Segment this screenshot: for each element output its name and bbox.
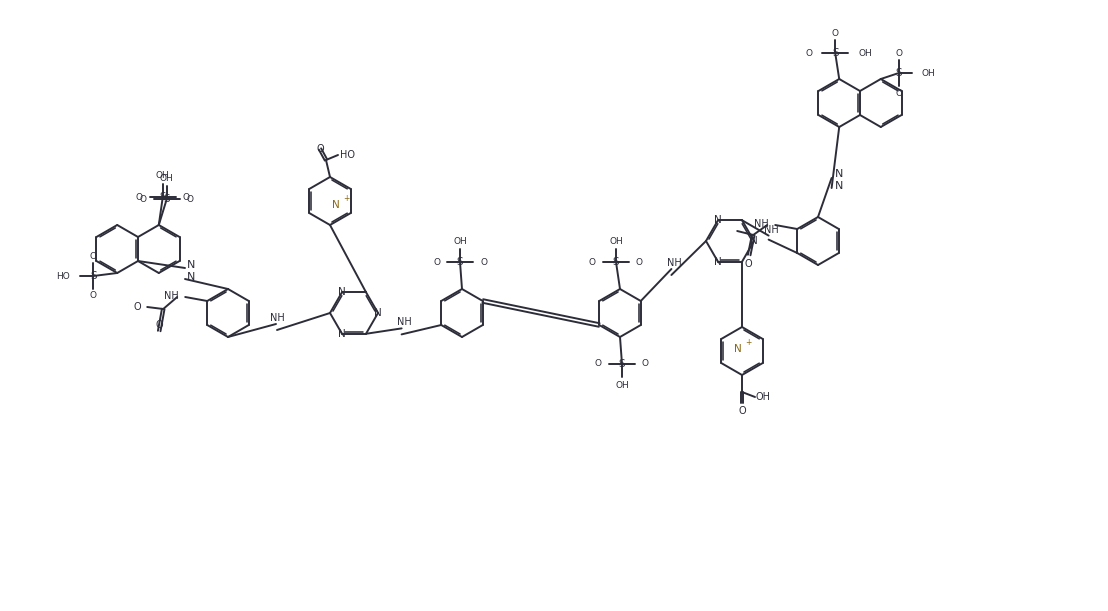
Text: O: O — [745, 259, 752, 269]
Text: NH: NH — [765, 225, 779, 235]
Text: O: O — [433, 257, 440, 266]
Text: O: O — [806, 48, 812, 57]
Text: O: O — [187, 194, 194, 203]
Text: N: N — [715, 257, 722, 267]
Text: S: S — [160, 192, 166, 202]
Text: NH: NH — [269, 313, 285, 323]
Text: S: S — [618, 359, 625, 369]
Text: NH: NH — [667, 258, 681, 268]
Text: N: N — [187, 260, 195, 270]
Text: OH: OH — [156, 172, 170, 180]
Text: N: N — [715, 215, 722, 225]
Text: NH: NH — [398, 317, 412, 327]
Text: N: N — [332, 200, 340, 210]
Text: OH: OH — [160, 174, 174, 183]
Text: O: O — [642, 359, 649, 368]
Text: S: S — [164, 194, 171, 204]
Text: S: S — [613, 257, 619, 267]
Text: O: O — [895, 48, 902, 57]
Text: S: S — [895, 68, 902, 78]
Text: OH: OH — [859, 48, 872, 57]
Text: O: O — [155, 320, 163, 330]
Text: O: O — [136, 192, 143, 202]
Text: O: O — [589, 257, 596, 266]
Text: O: O — [636, 257, 643, 266]
Text: O: O — [832, 29, 839, 37]
Text: O: O — [480, 257, 488, 266]
Text: HO: HO — [340, 150, 355, 160]
Text: O: O — [738, 406, 746, 416]
Text: HO: HO — [57, 271, 70, 280]
Text: O: O — [595, 359, 602, 368]
Text: O: O — [140, 194, 146, 203]
Text: OH: OH — [922, 68, 935, 78]
Text: N: N — [750, 236, 758, 246]
Text: N: N — [834, 181, 843, 191]
Text: S: S — [456, 257, 463, 267]
Text: O: O — [133, 302, 141, 312]
Text: OH: OH — [615, 381, 629, 389]
Text: O: O — [316, 144, 324, 154]
Text: NH: NH — [755, 219, 769, 229]
Text: O: O — [183, 192, 189, 202]
Text: +: + — [745, 337, 751, 346]
Text: OH: OH — [609, 236, 623, 246]
Text: O: O — [90, 252, 96, 260]
Text: S: S — [90, 271, 96, 281]
Text: +: + — [342, 194, 349, 202]
Text: OH: OH — [453, 236, 466, 246]
Text: N: N — [338, 329, 346, 338]
Text: NH: NH — [164, 291, 179, 301]
Text: N: N — [834, 169, 843, 179]
Text: N: N — [338, 287, 346, 297]
Text: N: N — [375, 308, 382, 318]
Text: N: N — [187, 272, 195, 282]
Text: O: O — [90, 291, 96, 301]
Text: S: S — [832, 48, 839, 58]
Text: N: N — [735, 344, 742, 354]
Text: OH: OH — [756, 392, 771, 402]
Text: O: O — [895, 89, 902, 98]
